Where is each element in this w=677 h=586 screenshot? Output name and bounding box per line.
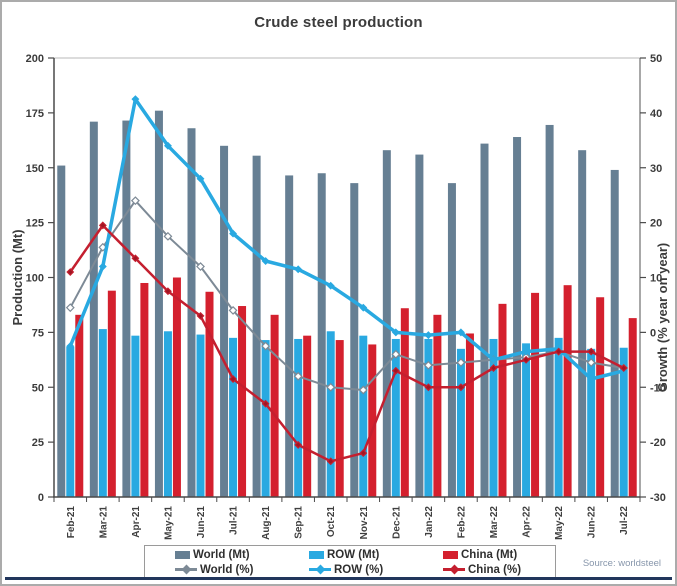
row-line-swatch-icon	[309, 564, 331, 575]
svg-text:Nov-21: Nov-21	[359, 506, 370, 540]
legend-item-china-pct: China (%)	[417, 564, 551, 576]
legend-label: China (Mt)	[461, 548, 518, 561]
legend-label: ROW (Mt)	[327, 548, 380, 561]
row-bar-swatch-icon	[309, 550, 324, 559]
svg-text:175: 175	[26, 108, 44, 120]
svg-text:Jul-22: Jul-22	[619, 506, 630, 535]
svg-text:Aug-21: Aug-21	[261, 506, 272, 540]
combo-chart-plot: 0 25 50 75 100 125 150 175 200 -30 -20 -10 0 10 20 30 40…	[10, 53, 670, 540]
svg-text:Feb-22: Feb-22	[456, 506, 467, 539]
svg-text:30: 30	[650, 163, 662, 175]
svg-text:75: 75	[32, 327, 44, 339]
svg-text:25: 25	[32, 437, 44, 449]
svg-text:Sep-21: Sep-21	[294, 506, 305, 539]
svg-text:Production (Mt): Production (Mt)	[10, 229, 25, 325]
bars-chinamt	[75, 277, 637, 497]
legend-label: World (Mt)	[193, 548, 250, 561]
line-world	[65, 196, 629, 395]
legend-item-world-mt: World (Mt)	[149, 549, 283, 561]
svg-text:200: 200	[26, 53, 44, 65]
svg-text:May-22: May-22	[554, 506, 565, 540]
svg-text:Apr-21: Apr-21	[131, 506, 142, 538]
china-bar-swatch-icon	[443, 550, 458, 559]
svg-text:Jun-22: Jun-22	[587, 506, 598, 539]
svg-text:Feb-21: Feb-21	[66, 506, 77, 539]
svg-text:-10: -10	[650, 382, 666, 394]
svg-text:10: 10	[650, 273, 662, 285]
china-line-swatch-icon	[443, 564, 465, 575]
world-line-swatch-icon	[175, 564, 197, 575]
svg-text:Jan-22: Jan-22	[424, 506, 435, 538]
svg-text:50: 50	[32, 382, 44, 394]
svg-text:0: 0	[38, 492, 44, 504]
line-china	[66, 221, 628, 466]
legend-label: China (%)	[468, 563, 522, 576]
svg-text:0: 0	[650, 327, 656, 339]
svg-text:150: 150	[26, 163, 44, 175]
svg-text:May-21: May-21	[163, 506, 174, 540]
source-credit: Source: worldsteel	[582, 558, 661, 569]
svg-text:Apr-22: Apr-22	[522, 506, 533, 538]
svg-text:Mar-22: Mar-22	[489, 506, 500, 539]
svg-text:100: 100	[26, 273, 44, 285]
chart-legend: World (Mt) ROW (Mt) China (Mt) World (%)…	[144, 545, 556, 579]
svg-text:Mar-21: Mar-21	[98, 506, 109, 539]
legend-label: ROW (%)	[334, 563, 384, 576]
svg-text:Oct-21: Oct-21	[326, 506, 337, 538]
legend-label: World (%)	[200, 563, 254, 576]
bottom-rule	[5, 577, 672, 580]
svg-text:50: 50	[650, 53, 662, 65]
legend-item-china-mt: China (Mt)	[417, 549, 551, 561]
svg-text:Growth (% year on year): Growth (% year on year)	[655, 243, 670, 393]
svg-text:40: 40	[650, 108, 662, 120]
legend-item-row-pct: ROW (%)	[283, 564, 417, 576]
svg-text:Jul-21: Jul-21	[229, 506, 240, 535]
svg-text:-30: -30	[650, 492, 666, 504]
svg-text:20: 20	[650, 218, 662, 230]
line-row	[66, 95, 628, 383]
svg-text:Dec-21: Dec-21	[391, 506, 402, 539]
world-bar-swatch-icon	[175, 550, 190, 559]
legend-item-row-mt: ROW (Mt)	[283, 549, 417, 561]
svg-text:-20: -20	[650, 437, 666, 449]
bars-worldmt	[57, 110, 619, 498]
bars-rowmt	[66, 329, 628, 497]
svg-text:125: 125	[26, 218, 44, 230]
chart-title: Crude steel production	[254, 14, 423, 31]
legend-item-world-pct: World (%)	[149, 564, 283, 576]
svg-text:Jun-21: Jun-21	[196, 506, 207, 539]
